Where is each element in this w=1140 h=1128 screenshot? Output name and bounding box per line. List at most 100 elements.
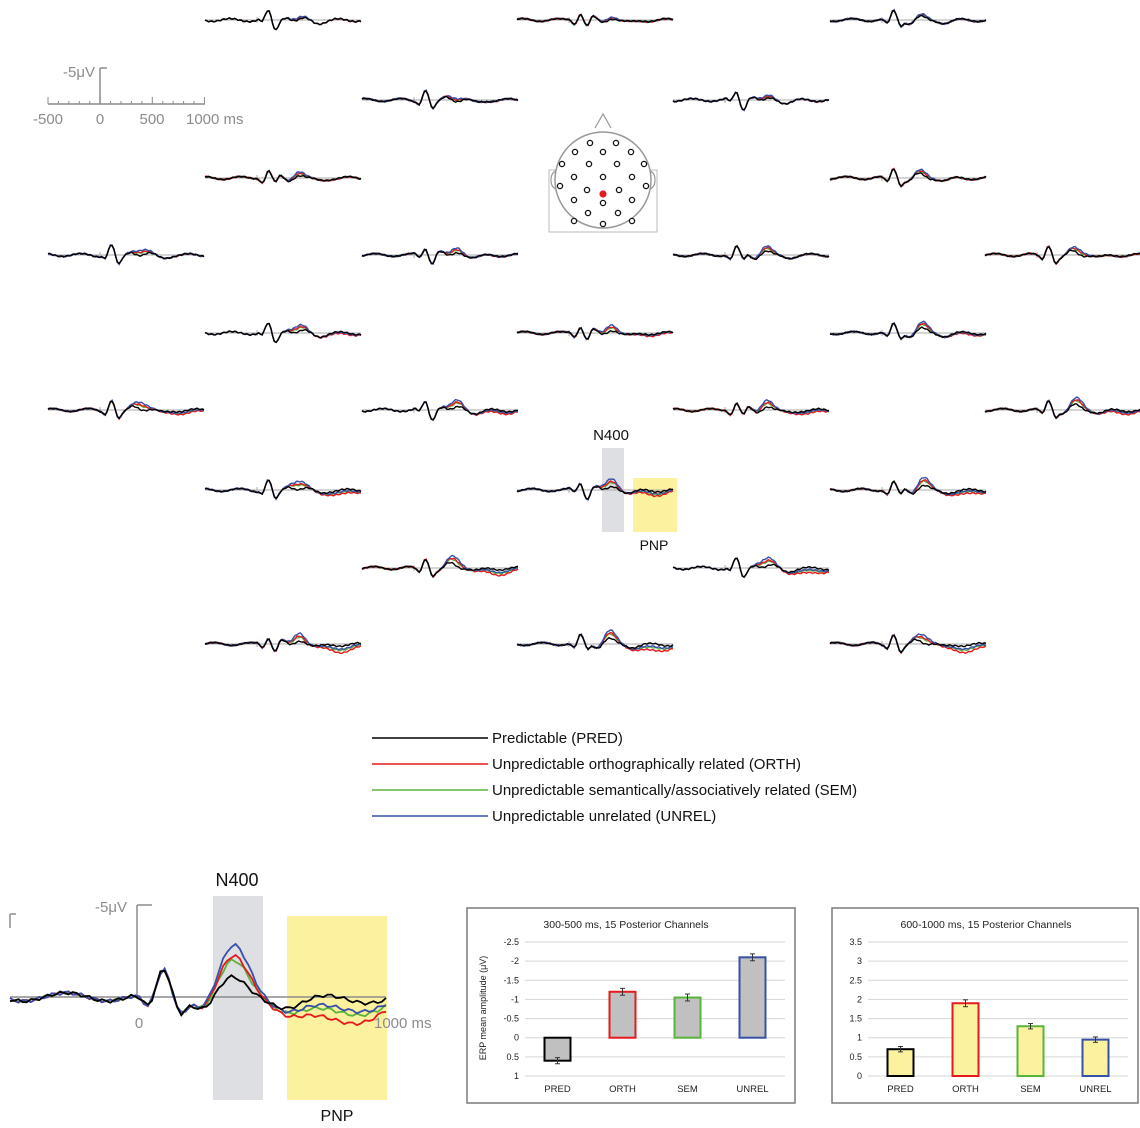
waveform-trace-pred (204, 637, 362, 652)
waveform-trace-orth (829, 478, 987, 497)
y-tick-label: 0.5 (849, 1052, 862, 1062)
waveform-trace-pred (361, 90, 519, 110)
waveform-trace-pred (829, 634, 987, 654)
waveform-trace-pred (984, 246, 1140, 265)
electrode-dot (558, 160, 566, 168)
waveform-trace-pred (672, 245, 830, 261)
scale-tick-label: 1000 ms (186, 111, 244, 128)
electrode-dot (612, 139, 620, 147)
y-tick-label: 1 (514, 1071, 519, 1081)
waveform-trace-pred (204, 10, 362, 31)
electrode-dot (556, 182, 564, 190)
channel-waveform (204, 10, 362, 31)
category-label: PRED (887, 1084, 914, 1095)
bar-sem (1016, 1025, 1045, 1077)
waveform-trace-pred (984, 400, 1140, 420)
y-tick-label: 1 (857, 1033, 862, 1043)
legend-label-unrel: Unpredictable unrelated (UNREL) (492, 808, 716, 825)
waveform-trace-pred (48, 244, 205, 265)
waveform-trace-pred (361, 559, 519, 579)
enlarged-trace-pred (9, 969, 387, 1017)
bar-unrel (738, 956, 767, 1039)
channel-waveform (204, 169, 362, 185)
electrode-dot (570, 173, 578, 181)
category-label: UNREL (1079, 1084, 1111, 1095)
y-tick-label: 1.5 (849, 1014, 862, 1024)
channel-waveform (672, 556, 830, 579)
waveform-trace-pred (829, 480, 987, 496)
electrode-head-map (548, 112, 658, 233)
y-tick-label: 2.5 (849, 975, 862, 985)
pnp-label-small: PNP (640, 537, 669, 553)
channel-waveform (672, 244, 830, 261)
channel-waveform (204, 322, 362, 344)
waveform-trace-pred (672, 557, 830, 578)
legend-label-sem: Unpredictable semantically/associatively… (492, 782, 857, 799)
waveform-trace-pred (829, 10, 987, 29)
channel-waveform (516, 629, 674, 653)
legend-label-pred: Predictable (PRED) (492, 730, 623, 747)
bar-unrel (1081, 1038, 1110, 1077)
channel-waveform (47, 243, 205, 266)
bar-chart-pnp-plot: 0 0.5 1 1.5 2 2.5 3 3.5 PRED ORTH SEM UNREL (849, 937, 1128, 1095)
y-tick-label: 3.5 (849, 937, 862, 947)
waveform-trace-pred (516, 483, 674, 500)
legend-label-orth: Unpredictable orthographically related (… (492, 756, 801, 773)
channel-waveform (672, 398, 830, 417)
waveform-trace-pred (204, 479, 362, 500)
waveform-trace-pred (672, 402, 830, 416)
enlarged-trace-unrel (9, 942, 387, 1015)
channel-waveform (984, 396, 1140, 420)
waveform-trace-pred (361, 401, 519, 421)
y-tick-label: 0.5 (506, 1052, 519, 1062)
waveform-trace-pred (516, 326, 674, 340)
pnp-label-large: PNP (321, 1108, 354, 1125)
scale-tick-label: 0 (96, 111, 104, 128)
waveform-trace-pred (672, 92, 830, 111)
category-label: ORTH (952, 1084, 979, 1095)
electrode-dot (599, 173, 607, 181)
enlarged-end-label: 1000 ms (374, 1015, 432, 1032)
bar-chart-n400-title: 300-500 ms, 15 Posterior Channels (543, 919, 708, 931)
central-channel-annotations: N400 PNP (593, 427, 668, 553)
waveform-trace-unrel (672, 91, 830, 112)
y-tick-label: -1.5 (503, 975, 519, 985)
channel-waveform (361, 88, 519, 111)
y-tick-label: -0.5 (503, 1014, 519, 1024)
waveform-trace-pred (829, 322, 987, 341)
y-tick-label: 3 (857, 956, 862, 966)
electrode-dot (627, 148, 635, 156)
n400-label-small: N400 (593, 427, 629, 444)
channel-waveform (829, 320, 987, 341)
electrode-dot (628, 217, 636, 225)
scale-tick-label: -500 (33, 111, 63, 128)
waveform-trace-unrel (516, 629, 674, 651)
electrode-dot (599, 220, 607, 228)
scale-amplitude-label: -5μV (63, 64, 95, 81)
bar-chart-pnp-title: 600-1000 ms, 15 Posterior Channels (900, 919, 1071, 931)
bar-sem (673, 996, 702, 1039)
electrode-dot (586, 139, 594, 147)
bar-chart-n400: 300-500 ms, 15 Posterior Channels ERP me… (466, 907, 796, 1104)
category-label: SEM (1020, 1084, 1041, 1095)
electrode-dot (570, 196, 578, 204)
pnp-window-large (287, 916, 387, 1100)
electrode-dot (615, 186, 623, 194)
waveform-trace-pred (516, 633, 674, 651)
channel-waveform (204, 632, 362, 654)
legend: Predictable (PRED) Unpredictable orthogr… (372, 730, 857, 825)
electrode-dot (628, 173, 636, 181)
waveform-trace-pred (829, 168, 987, 188)
channel-waveform (47, 399, 205, 421)
electrode-dot (585, 160, 593, 168)
category-label: PRED (544, 1084, 571, 1095)
n400-window-large (213, 896, 263, 1100)
electrode-dot (570, 217, 578, 225)
electrode-dot (640, 160, 648, 168)
channel-waveform (829, 167, 987, 188)
electrode-dot (628, 196, 636, 204)
bar-chart-pnp: 600-1000 ms, 15 Posterior Channels 0 0.5 1… (831, 907, 1139, 1104)
waveform-trace-sem (672, 91, 830, 112)
channel-waveform (984, 244, 1140, 266)
